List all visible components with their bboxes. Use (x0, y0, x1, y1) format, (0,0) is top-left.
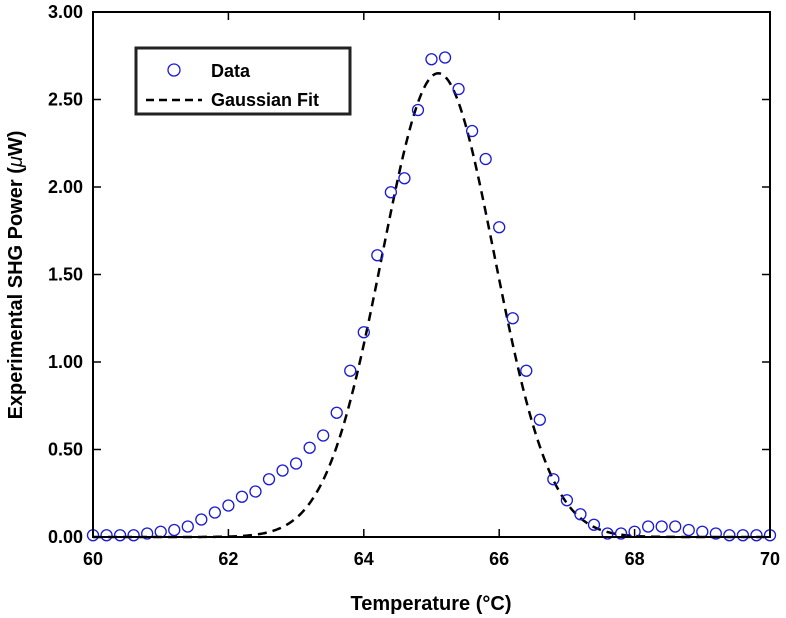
data-point (452, 82, 465, 96)
data-point (682, 523, 695, 537)
y-tick-label: 3.00 (48, 2, 83, 22)
y-axis-label-main: Experimental SHG Power ( (5, 167, 27, 420)
x-tick-label: 60 (83, 549, 103, 569)
data-point (357, 326, 370, 339)
y-tick-label: 2.50 (48, 90, 83, 110)
legend-box (134, 46, 352, 116)
data-point (384, 186, 398, 199)
data-point (113, 529, 127, 542)
y-axis-label: Experimental SHG Power (μW) (5, 131, 27, 420)
data-point (655, 520, 668, 533)
data-point (222, 499, 235, 512)
data-point (262, 473, 276, 486)
data-point (330, 406, 343, 419)
y-tick-label: 2.00 (48, 177, 83, 197)
legend-data-marker (167, 63, 181, 77)
y-tick-label: 1.50 (48, 265, 83, 285)
data-point (411, 103, 425, 117)
x-tick-label: 62 (218, 549, 238, 569)
data-point (235, 490, 249, 503)
x-tick-label: 64 (354, 549, 374, 569)
axis-ticks: 60 62 64 66 68 70 0.00 0.50 1.00 1.50 2.00 2.50 3.00 (48, 2, 780, 569)
data-point (208, 506, 222, 519)
data-point (723, 529, 736, 542)
data-point (127, 529, 140, 542)
x-tick-label: 68 (625, 549, 645, 569)
data-point (168, 523, 181, 537)
data-point (669, 520, 682, 533)
legend: Data Gaussian Fit (134, 46, 352, 116)
data-point (493, 221, 506, 234)
data-point (317, 429, 330, 442)
data-point (614, 527, 628, 540)
data-point (303, 441, 316, 454)
data-point (100, 529, 113, 542)
data-point (438, 51, 452, 64)
data-point (574, 508, 587, 521)
data-point (709, 527, 722, 540)
y-axis-label-unit: μ (5, 156, 27, 168)
data-point (506, 312, 519, 325)
data-point (276, 464, 289, 477)
data-point (601, 527, 614, 540)
data-point (141, 527, 154, 540)
data-point (249, 485, 262, 498)
data-point (289, 457, 303, 470)
x-tick-label: 66 (489, 549, 509, 569)
x-axis-label: Temperature (°C) (351, 593, 512, 615)
data-point (736, 529, 750, 542)
data-point (371, 249, 384, 262)
y-axis-label-end: W) (5, 131, 27, 157)
data-point (195, 513, 208, 526)
legend-fit-label: Gaussian Fit (211, 90, 319, 110)
data-point (398, 172, 411, 185)
data-point (533, 413, 546, 426)
y-tick-label: 1.00 (48, 352, 83, 372)
data-point (425, 53, 438, 66)
y-tick-label: 0.50 (48, 440, 83, 460)
x-tick-label: 70 (760, 549, 780, 569)
data-point (641, 520, 655, 533)
data-point (465, 124, 479, 138)
legend-data-label: Data (211, 61, 251, 81)
data-point (547, 473, 560, 486)
data-point (750, 529, 763, 542)
y-tick-label: 0.00 (48, 527, 83, 547)
data-point (587, 518, 601, 531)
data-point (520, 364, 533, 377)
data-point (560, 494, 574, 507)
data-point (479, 152, 492, 166)
data-point (181, 520, 194, 533)
data-point (344, 364, 357, 377)
